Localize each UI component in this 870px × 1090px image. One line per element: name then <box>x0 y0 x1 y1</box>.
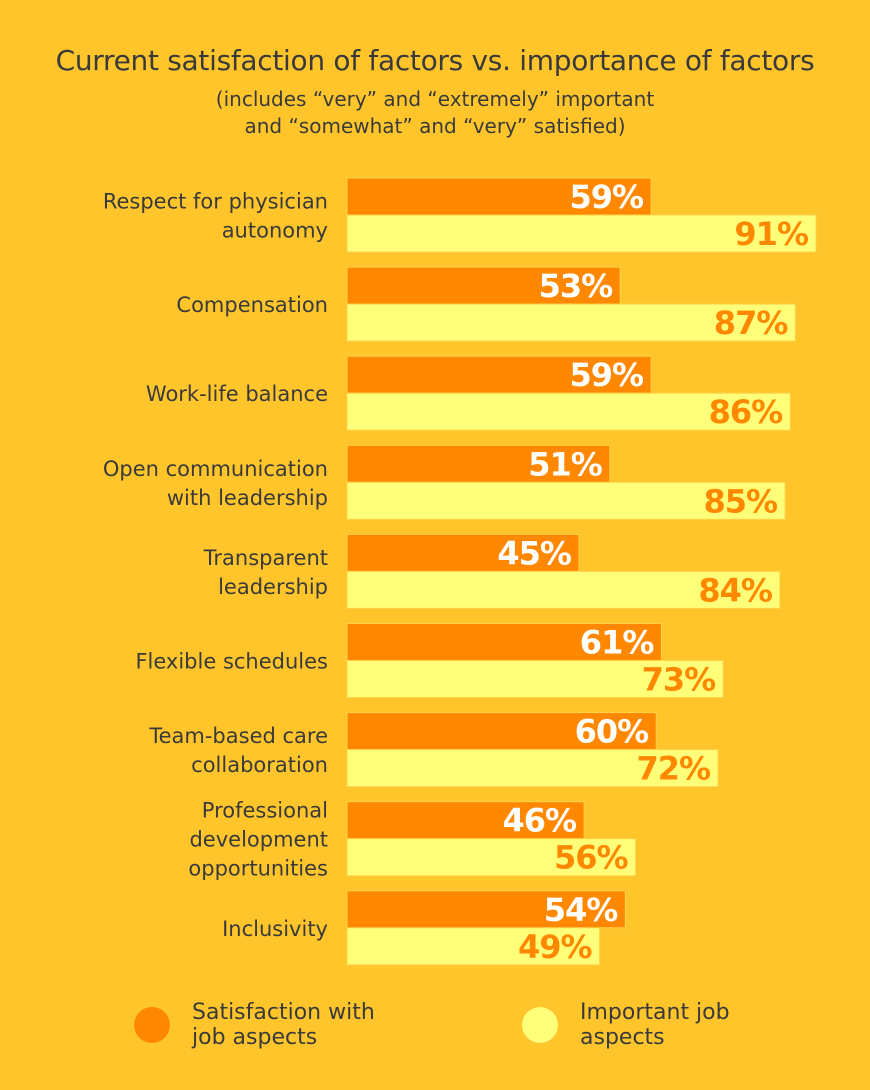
category-label: Inclusivity <box>222 917 328 941</box>
importance-value-label: 84% <box>698 571 773 609</box>
importance-bar <box>346 570 781 609</box>
category-label: Respect for physician <box>103 190 328 214</box>
category-label: collaboration <box>191 753 328 777</box>
chart-subtitle: (includes “very” and “extremely” importa… <box>0 86 870 140</box>
satisfaction-bar <box>346 801 585 840</box>
category-label: Transparent <box>203 546 328 570</box>
legend-swatch-satisfaction <box>134 1007 170 1043</box>
legend-line: Important job <box>580 1000 730 1025</box>
satisfaction-bar <box>346 444 611 483</box>
importance-value-label: 73% <box>642 661 717 699</box>
satisfaction-bar <box>346 623 662 661</box>
satisfaction-bar <box>346 177 652 216</box>
subtitle-line: (includes “very” and “extremely” importa… <box>215 87 655 111</box>
legend-item-satisfaction: Satisfaction with job aspects <box>134 1000 375 1050</box>
importance-value-label: 49% <box>518 928 593 966</box>
subtitle-line: and “somewhat” and “very” satisfied) <box>244 114 626 138</box>
legend-line: Satisfaction with <box>192 1000 375 1025</box>
satisfaction-value-label: 45% <box>497 534 572 572</box>
satisfaction-bar <box>346 533 580 572</box>
satisfaction-value-label: 53% <box>539 267 614 305</box>
legend-label-satisfaction: Satisfaction with job aspects <box>192 1000 375 1050</box>
importance-bar <box>346 838 637 877</box>
category-label: development <box>189 828 328 852</box>
satisfaction-value-label: 51% <box>528 445 603 483</box>
category-label: leadership <box>218 575 328 599</box>
category-label: autonomy <box>222 219 328 243</box>
importance-value-label: 85% <box>703 482 778 520</box>
legend-label-importance: Important job aspects <box>580 1000 730 1050</box>
legend-line: aspects <box>580 1025 665 1050</box>
category-label: Work-life balance <box>146 382 328 406</box>
category-label: Team-based care <box>148 724 328 748</box>
category-label: with leadership <box>167 486 328 510</box>
satisfaction-bar <box>346 890 626 929</box>
importance-bar <box>346 749 719 788</box>
legend-item-importance: Important job aspects <box>522 1000 730 1050</box>
importance-bar <box>346 481 786 520</box>
importance-bar <box>346 927 601 966</box>
satisfaction-value-label: 46% <box>502 802 577 840</box>
importance-value-label: 86% <box>709 393 784 431</box>
category-label: Compensation <box>176 293 328 317</box>
chart-title: Current satisfaction of factors vs. impo… <box>55 44 815 77</box>
importance-value-label: 72% <box>636 750 711 788</box>
importance-bar <box>346 392 791 431</box>
satisfaction-value-label: 61% <box>580 624 655 662</box>
category-label: opportunities <box>188 857 328 881</box>
importance-bar <box>346 214 817 253</box>
category-label: Flexible schedules <box>135 650 328 674</box>
category-label: Open communication <box>103 457 328 481</box>
satisfaction-bar <box>346 355 652 394</box>
importance-bar <box>346 660 724 698</box>
importance-value-label: 87% <box>714 304 789 342</box>
satisfaction-value-label: 60% <box>575 713 650 751</box>
legend-line: job aspects <box>192 1025 318 1050</box>
satisfaction-value-label: 54% <box>544 891 619 929</box>
importance-value-label: 56% <box>554 839 629 877</box>
legend-swatch-importance <box>522 1007 558 1043</box>
importance-value-label: 91% <box>734 215 809 253</box>
satisfaction-bar <box>346 712 657 751</box>
importance-bar <box>346 303 796 342</box>
satisfaction-value-label: 59% <box>569 178 644 216</box>
category-label: Professional <box>202 799 328 823</box>
satisfaction-value-label: 59% <box>569 356 644 394</box>
